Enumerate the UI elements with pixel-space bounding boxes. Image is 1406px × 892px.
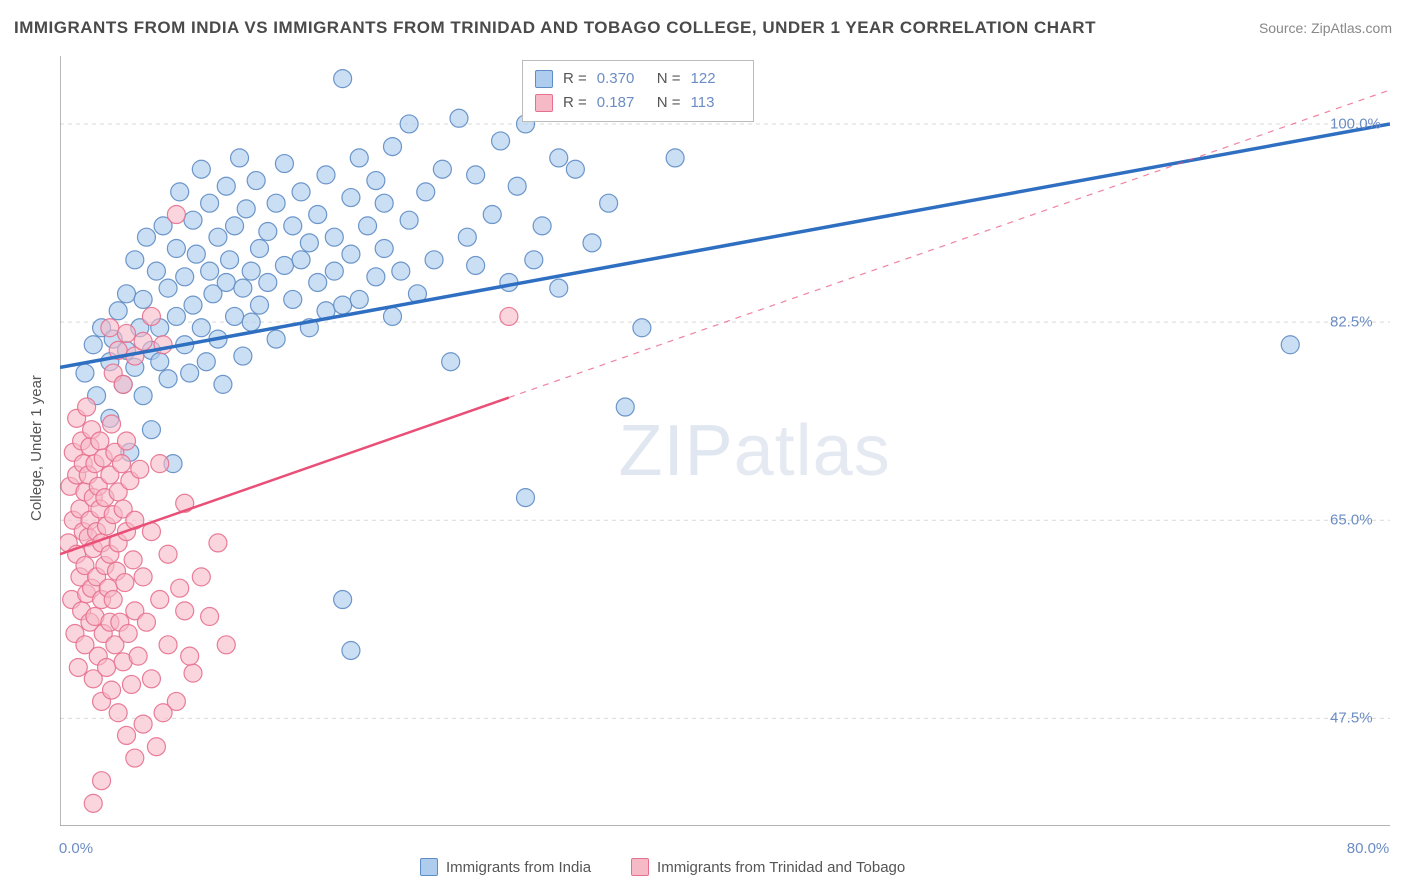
y-tick-label: 82.5% (1330, 314, 1373, 331)
legend-swatch-tt (631, 858, 649, 876)
bottom-legend: Immigrants from India Immigrants from Tri… (420, 858, 905, 876)
stats-row-india: R = 0.370 N = 122 (535, 67, 741, 91)
legend-item-tt: Immigrants from Trinidad and Tobago (631, 858, 905, 876)
source-attribution: Source: ZipAtlas.com (1259, 20, 1392, 36)
stat-n-value: 122 (691, 67, 741, 91)
scatter-plot (60, 56, 1390, 826)
x-tick-label: 0.0% (59, 840, 93, 857)
chart-title: IMMIGRANTS FROM INDIA VS IMMIGRANTS FROM… (14, 18, 1096, 38)
stats-swatch-tt (535, 94, 553, 112)
y-tick-label: 47.5% (1330, 710, 1373, 727)
stat-r-value: 0.370 (597, 67, 647, 91)
stats-row-tt: R = 0.187 N = 113 (535, 91, 741, 115)
stat-r-label: R = (563, 67, 587, 91)
stat-r-label: R = (563, 91, 587, 115)
stat-n-label: N = (657, 67, 681, 91)
y-axis-label: College, Under 1 year (28, 375, 45, 521)
stat-n-value: 113 (691, 91, 741, 115)
legend-item-india: Immigrants from India (420, 858, 591, 876)
legend-label: Immigrants from India (446, 859, 591, 876)
stats-swatch-india (535, 70, 553, 88)
stat-r-value: 0.187 (597, 91, 647, 115)
legend-swatch-india (420, 858, 438, 876)
x-tick-label: 80.0% (1347, 840, 1390, 857)
stats-legend-box: R = 0.370 N = 122 R = 0.187 N = 113 (522, 60, 754, 122)
legend-label: Immigrants from Trinidad and Tobago (657, 859, 905, 876)
y-tick-label: 65.0% (1330, 512, 1373, 529)
y-tick-label: 100.0% (1330, 115, 1381, 132)
stat-n-label: N = (657, 91, 681, 115)
